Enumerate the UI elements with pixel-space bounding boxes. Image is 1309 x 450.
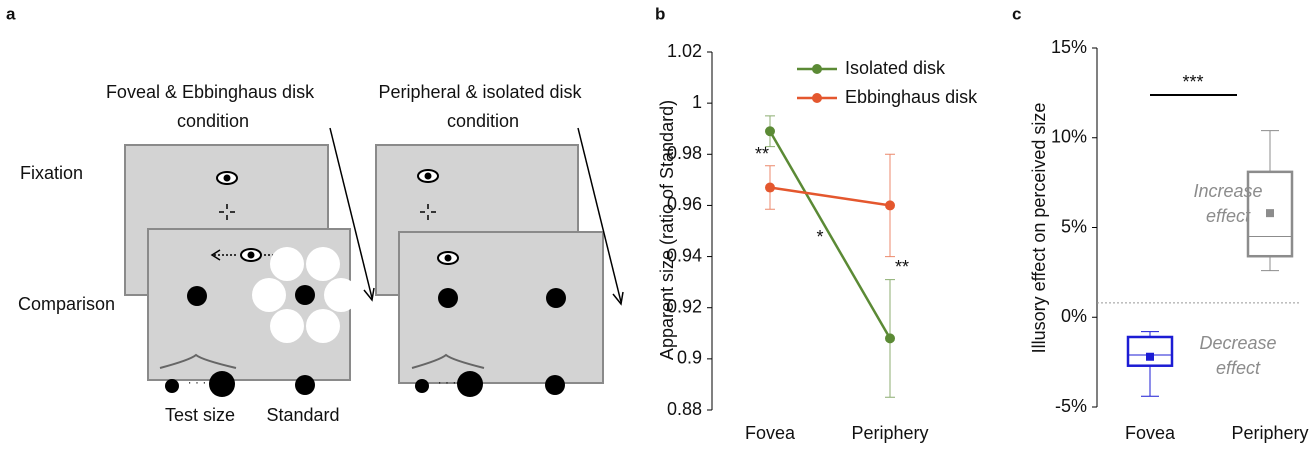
legend-label: Ebbinghaus disk <box>845 87 978 107</box>
condition-title: Foveal & Ebbinghaus disk <box>106 82 315 102</box>
condition-title: condition <box>177 111 249 131</box>
panel-label: a <box>6 4 16 23</box>
mean-marker <box>1146 352 1154 361</box>
effect-annotation: effect <box>1216 358 1261 378</box>
y-tick-label: -5% <box>1055 396 1087 416</box>
effect-annotation: Decrease <box>1199 333 1276 353</box>
condition-title: Peripheral & isolated disk <box>378 82 582 102</box>
fixation-crosses <box>219 204 436 220</box>
y-tick-label: 0.96 <box>667 194 702 214</box>
legend-marker <box>812 93 822 103</box>
box <box>1126 335 1174 367</box>
y-tick-label: 0.88 <box>667 399 702 419</box>
series-line <box>768 130 892 340</box>
significance-mark: *** <box>1182 72 1203 92</box>
mean-marker <box>1266 209 1274 218</box>
point <box>885 333 895 344</box>
y-tick-label: 0.9 <box>677 348 702 368</box>
point <box>885 200 895 211</box>
eye-icons <box>216 169 459 265</box>
effect-annotation: effect <box>1206 206 1251 226</box>
bottom-label: Test size <box>165 405 235 425</box>
y-tick-label: 15% <box>1051 37 1087 57</box>
y-tick-label: 0.92 <box>667 296 702 316</box>
bottom-label: Standard <box>266 405 339 425</box>
y-tick-label: 5% <box>1061 216 1087 236</box>
series-line <box>769 186 891 207</box>
arrows <box>329 127 624 306</box>
y-axis-label: Apparent size (ratio of Standard) <box>657 100 677 360</box>
row-label: Fixation <box>20 163 83 183</box>
condition-title: condition <box>447 111 519 131</box>
y-tick-label: 0.98 <box>667 143 702 163</box>
legend-marker <box>812 64 822 74</box>
legend-label: Isolated disk <box>845 58 946 78</box>
panel-label: b <box>655 4 665 23</box>
point <box>765 126 775 137</box>
y-axis-label: Illusory effect on perceived size <box>1029 103 1049 354</box>
row-label: Comparison <box>18 294 115 314</box>
disks: · · · · · · <box>159 247 566 397</box>
y-tick-label: 1.02 <box>667 41 702 61</box>
y-tick-label: 10% <box>1051 127 1087 147</box>
point <box>765 182 775 193</box>
y-tick-label: 1 <box>692 92 702 112</box>
x-tick-label: Fovea <box>1125 423 1176 443</box>
svg-text:· · ·: · · · <box>438 375 457 389</box>
significance-mark: ** <box>755 144 769 164</box>
effect-annotation: Increase <box>1193 181 1262 201</box>
y-tick-label: 0% <box>1061 306 1087 326</box>
x-tick-label: Fovea <box>745 423 796 443</box>
panel-label: c <box>1012 4 1021 23</box>
y-tick-label: 0.94 <box>667 245 702 265</box>
svg-text:· · ·: · · · <box>188 375 207 389</box>
significance-mark: ** <box>895 257 909 277</box>
x-tick-label: Periphery <box>1231 423 1308 443</box>
significance-mark: * <box>816 227 823 247</box>
x-tick-label: Periphery <box>851 423 928 443</box>
